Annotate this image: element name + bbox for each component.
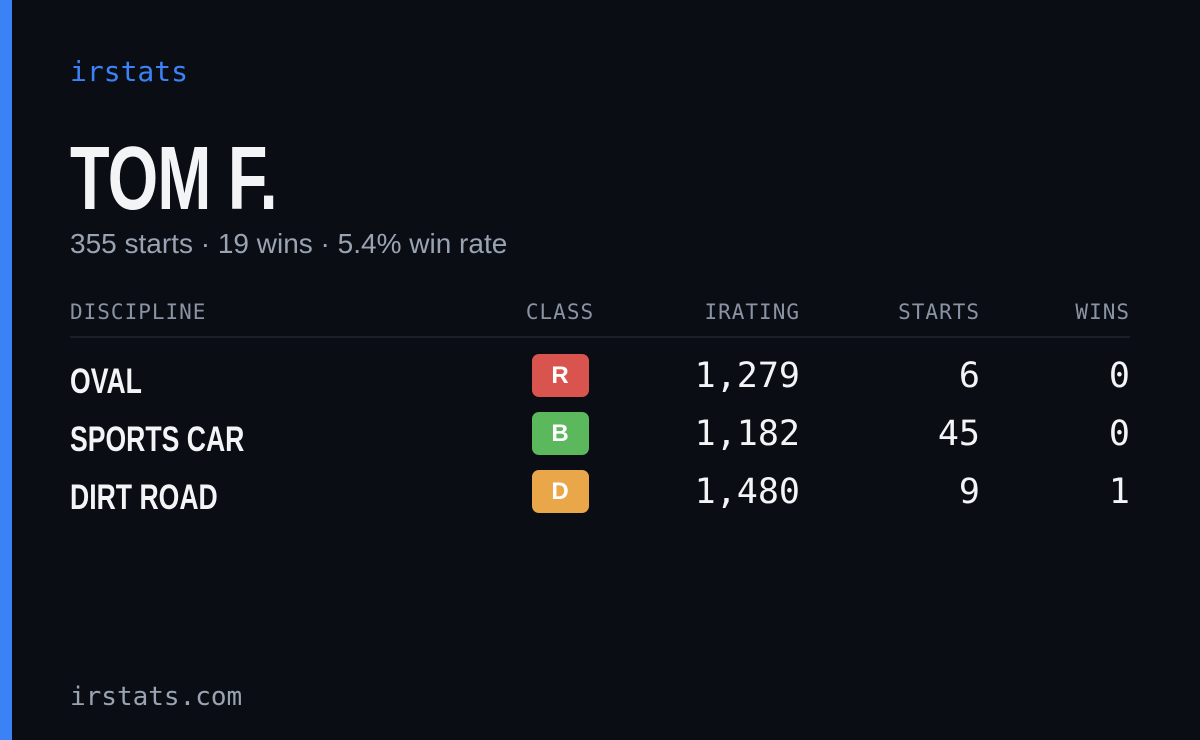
class-badge: R	[531, 354, 589, 397]
wins: 1	[1108, 472, 1130, 512]
irating: 1,182	[694, 414, 800, 454]
irating: 1,279	[694, 356, 800, 396]
class-badge: B	[531, 412, 589, 455]
irating: 1,480	[694, 472, 800, 512]
column-header: CLASS	[525, 300, 595, 324]
column-header: WINS	[1075, 300, 1130, 324]
driver-name: TOM F.	[70, 129, 278, 229]
discipline: OVAL	[70, 362, 142, 401]
wins: 0	[1108, 414, 1130, 454]
header-rule	[70, 336, 1130, 338]
column-header: STARTS	[898, 300, 980, 324]
discipline: SPORTS CAR	[70, 420, 245, 459]
footer: irstats.com	[70, 682, 243, 712]
column-header: DISCIPLINE	[70, 300, 207, 324]
brand: irstats	[70, 55, 189, 88]
discipline: DIRT ROAD	[70, 478, 218, 517]
summary: 355 starts · 19 wins · 5.4% win rate	[70, 228, 508, 259]
column-header: IRATING	[704, 300, 800, 324]
starts: 45	[937, 414, 980, 454]
starts: 6	[958, 356, 980, 396]
accent-bar	[0, 0, 12, 740]
wins: 0	[1108, 356, 1130, 396]
starts: 9	[958, 472, 980, 512]
class-badge: D	[531, 470, 589, 513]
